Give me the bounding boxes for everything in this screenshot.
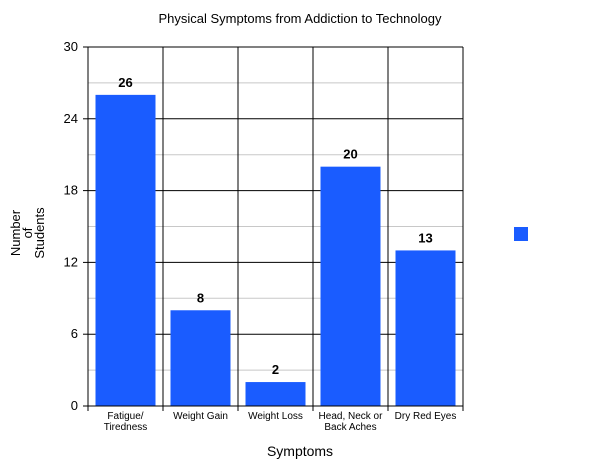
bar [170,310,231,406]
y-tick-label: 18 [64,183,78,198]
bar [395,250,456,406]
legend-swatch [514,227,528,241]
bar [245,382,306,406]
bar [320,166,381,406]
data-label: 13 [418,230,432,245]
data-label: 20 [343,147,357,162]
axes: 0 6 12 18 24 30 Fatigue/Tiredness Weight Gain We… [64,39,464,433]
chart-title: Physical Symptoms from Addiction to Tech… [158,11,442,26]
bars: 26 8 2 20 13 [95,75,456,406]
x-tick-label: Head, Neck or Back Aches [319,411,384,433]
y-tick-label: 6 [71,326,78,341]
y-tick-label: 12 [64,254,78,269]
data-label: 2 [272,362,279,377]
x-axis-label: Symptoms [267,443,333,459]
x-tick-label: Weight Gain [173,411,228,422]
x-tick-label: Dry Red Eyes [395,411,457,422]
y-tick-label: 30 [64,39,78,54]
y-tick-label: 24 [64,111,78,126]
data-label: 26 [118,75,132,90]
y-tick-label: 0 [71,398,78,413]
y-axis-label-line: of [20,227,35,238]
legend [514,227,528,241]
x-tick-label: Fatigue/Tiredness [104,411,148,433]
data-label: 8 [197,290,204,305]
x-tick-label: Weight Loss [248,411,303,422]
y-axis-label-line: Number [8,209,23,256]
y-axis-label-line: Students [32,207,47,259]
bar [95,94,156,406]
